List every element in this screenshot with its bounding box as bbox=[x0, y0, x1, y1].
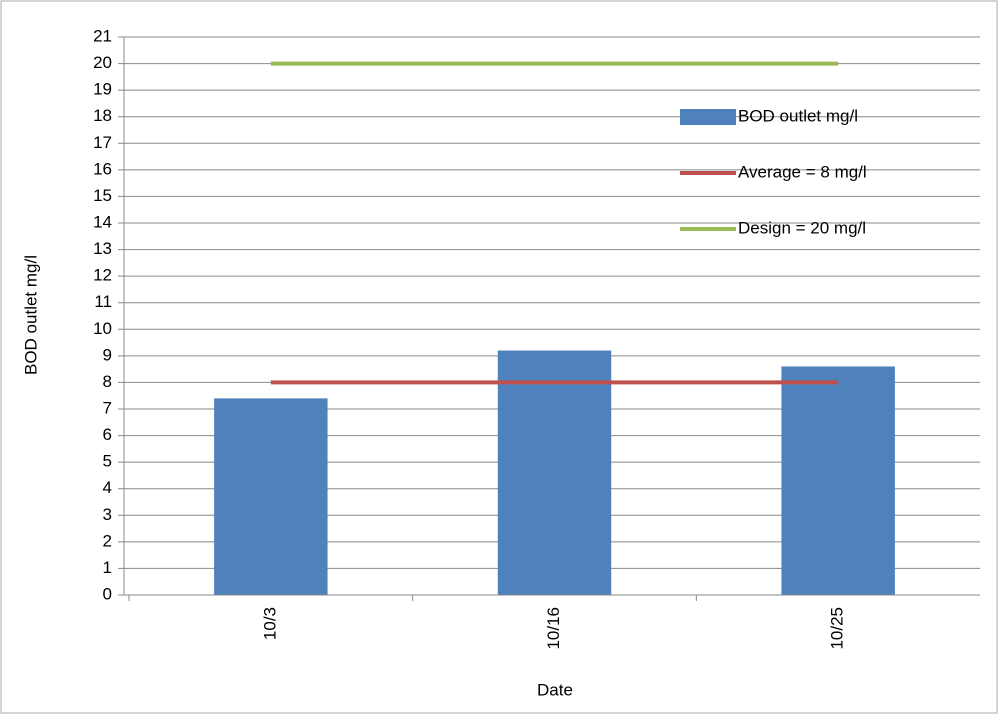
x-tick-label: 10/3 bbox=[260, 607, 279, 640]
y-tick-label: 19 bbox=[93, 80, 112, 99]
legend-label: BOD outlet mg/l bbox=[738, 106, 858, 125]
y-tick-label: 16 bbox=[93, 159, 112, 178]
y-tick-label: 0 bbox=[103, 584, 112, 603]
legend-swatch bbox=[680, 109, 736, 125]
y-tick-label: 9 bbox=[103, 345, 112, 364]
bar bbox=[214, 398, 328, 595]
x-tick-label: 10/25 bbox=[828, 607, 847, 650]
y-tick-label: 6 bbox=[103, 425, 112, 444]
y-tick-label: 18 bbox=[93, 106, 112, 125]
y-tick-label: 4 bbox=[103, 478, 112, 497]
bar bbox=[781, 366, 895, 595]
y-tick-label: 2 bbox=[103, 531, 112, 550]
y-tick-label: 10 bbox=[93, 319, 112, 338]
y-tick-label: 3 bbox=[103, 505, 112, 524]
y-tick-label: 17 bbox=[93, 133, 112, 152]
y-tick-label: 1 bbox=[103, 558, 112, 577]
y-tick-label: 11 bbox=[94, 292, 112, 311]
y-tick-label: 14 bbox=[93, 212, 112, 231]
legend-label: Average = 8 mg/l bbox=[738, 162, 867, 181]
y-tick-label: 21 bbox=[93, 26, 112, 45]
y-tick-label: 8 bbox=[103, 372, 112, 391]
y-tick-label: 12 bbox=[93, 266, 112, 285]
y-tick-label: 7 bbox=[103, 398, 112, 417]
y-tick-label: 5 bbox=[103, 452, 112, 471]
y-tick-label: 20 bbox=[93, 53, 112, 72]
legend-label: Design = 20 mg/l bbox=[738, 218, 866, 237]
x-axis-label: Date bbox=[537, 680, 573, 699]
y-tick-label: 13 bbox=[93, 239, 112, 258]
x-tick-label: 10/16 bbox=[544, 607, 563, 650]
y-tick-label: 15 bbox=[93, 186, 112, 205]
bar bbox=[497, 350, 612, 595]
y-axis-label: BOD outlet mg/l bbox=[21, 255, 40, 375]
